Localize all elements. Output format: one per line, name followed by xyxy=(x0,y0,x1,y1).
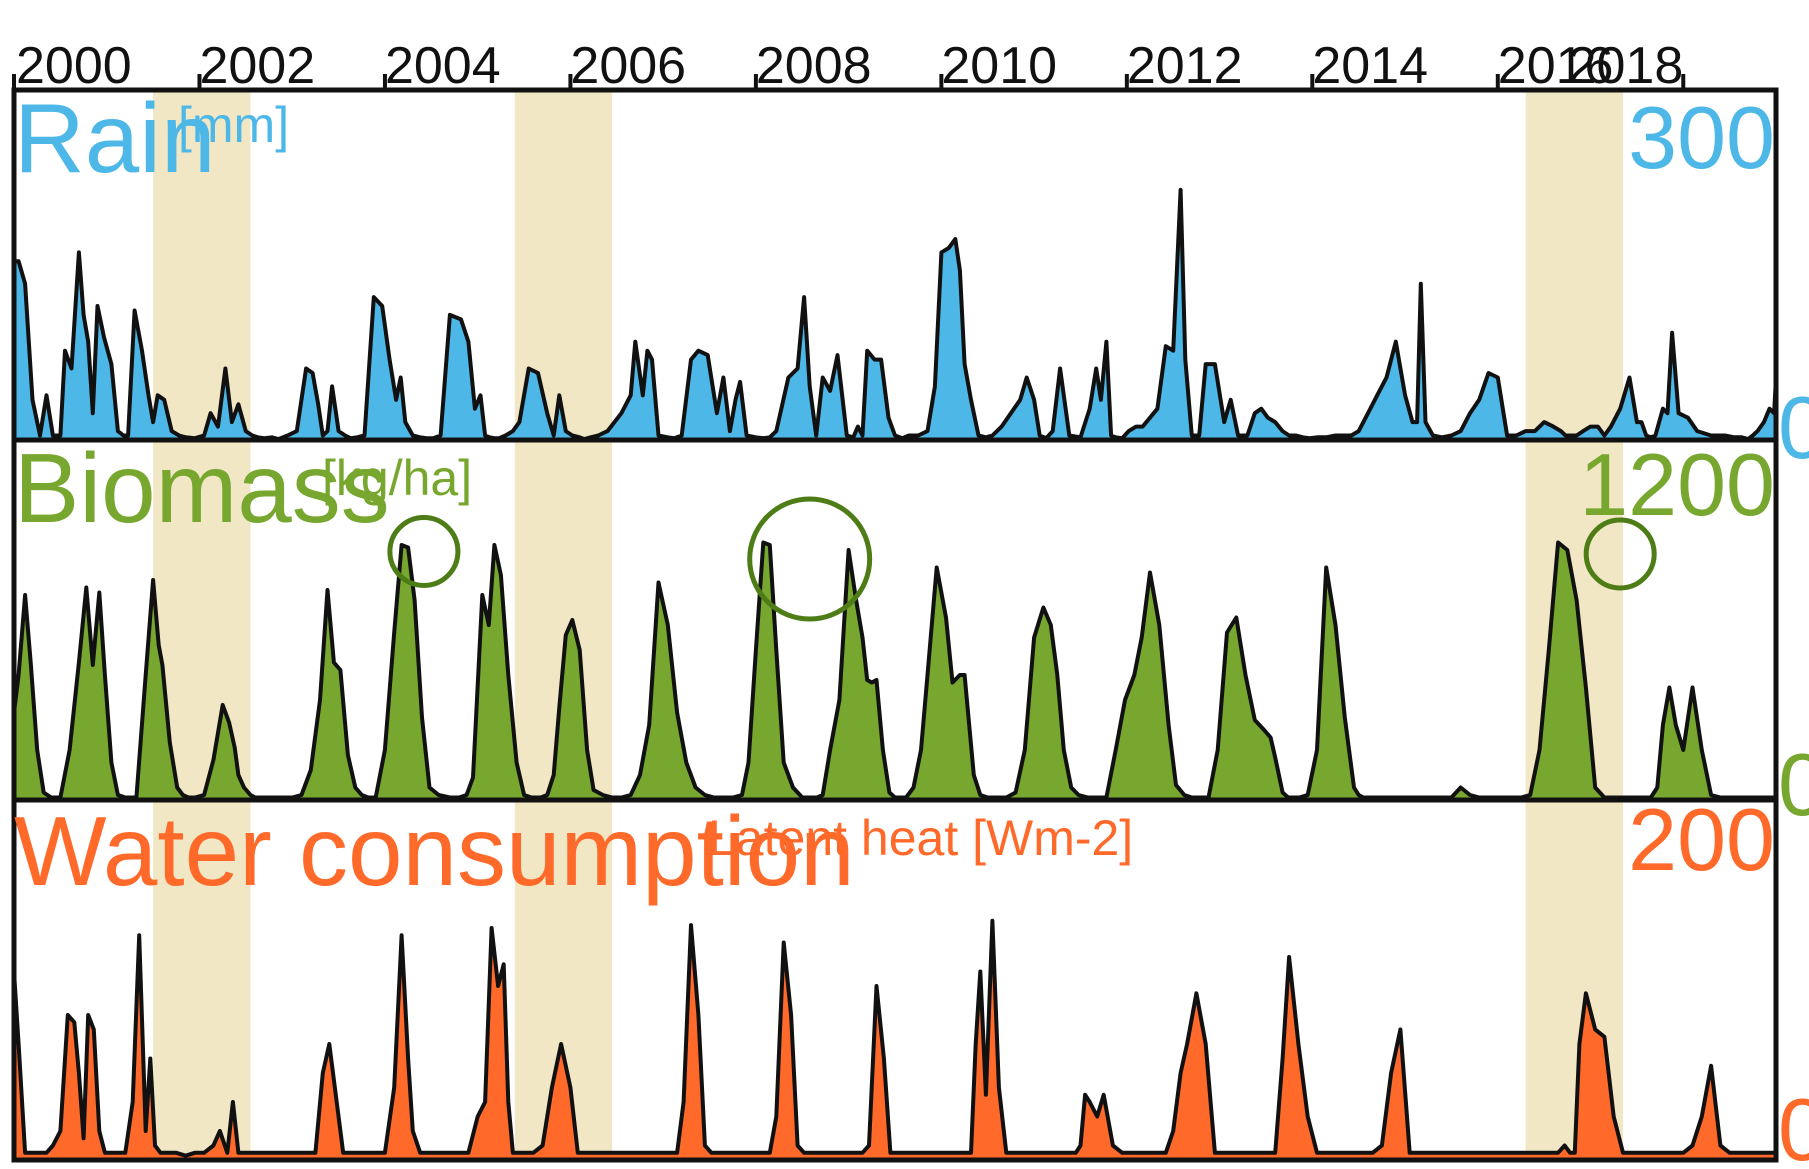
biomass-ymax-label: 1200 xyxy=(1579,435,1775,534)
water-ymax-label: 200 xyxy=(1628,790,1775,889)
x-tick-label-2012: 2012 xyxy=(1127,37,1243,95)
rain-unit: [mm] xyxy=(178,97,289,153)
x-tick-label-2006: 2006 xyxy=(570,37,686,95)
water-title: Water consumption xyxy=(14,796,855,906)
x-tick-label-2016: 2016 xyxy=(1498,37,1614,95)
biomass-title: Biomass xyxy=(14,433,390,543)
drought-band-1 xyxy=(514,90,613,1160)
plot-border xyxy=(11,87,1779,1163)
series-area-water-consumption xyxy=(12,918,1778,1162)
x-tick-label-2010: 2010 xyxy=(941,37,1057,95)
x-tick-label-2000: 2000 xyxy=(16,37,132,95)
peak-circle-1 xyxy=(747,496,873,622)
rain-ymax-label: 300 xyxy=(1628,88,1775,187)
x-tick-label-2018: 2018 xyxy=(1568,37,1684,95)
x-tick-label-2004: 2004 xyxy=(385,37,501,95)
drought-bands xyxy=(153,90,1623,1160)
biomass-unit: [kg/ha] xyxy=(322,450,472,506)
plot-frame xyxy=(11,87,1779,1163)
peak-circle-2 xyxy=(1583,517,1657,591)
drought-band-0 xyxy=(153,90,251,1160)
x-tick-label-2008: 2008 xyxy=(756,37,872,95)
biomass-ymin-label: 0 xyxy=(1778,735,1809,834)
peak-annotations xyxy=(387,496,1657,622)
rain-ymin-label: 0 xyxy=(1778,378,1809,477)
water-unit: Latent heat [Wm-2] xyxy=(708,810,1133,866)
water-ymin-label: 0 xyxy=(1778,1080,1809,1169)
peak-circle-0 xyxy=(387,515,461,588)
x-tick-label-2014: 2014 xyxy=(1312,37,1428,95)
x-tick-label-2002: 2002 xyxy=(199,37,315,95)
rain-title: Rain xyxy=(14,83,216,193)
